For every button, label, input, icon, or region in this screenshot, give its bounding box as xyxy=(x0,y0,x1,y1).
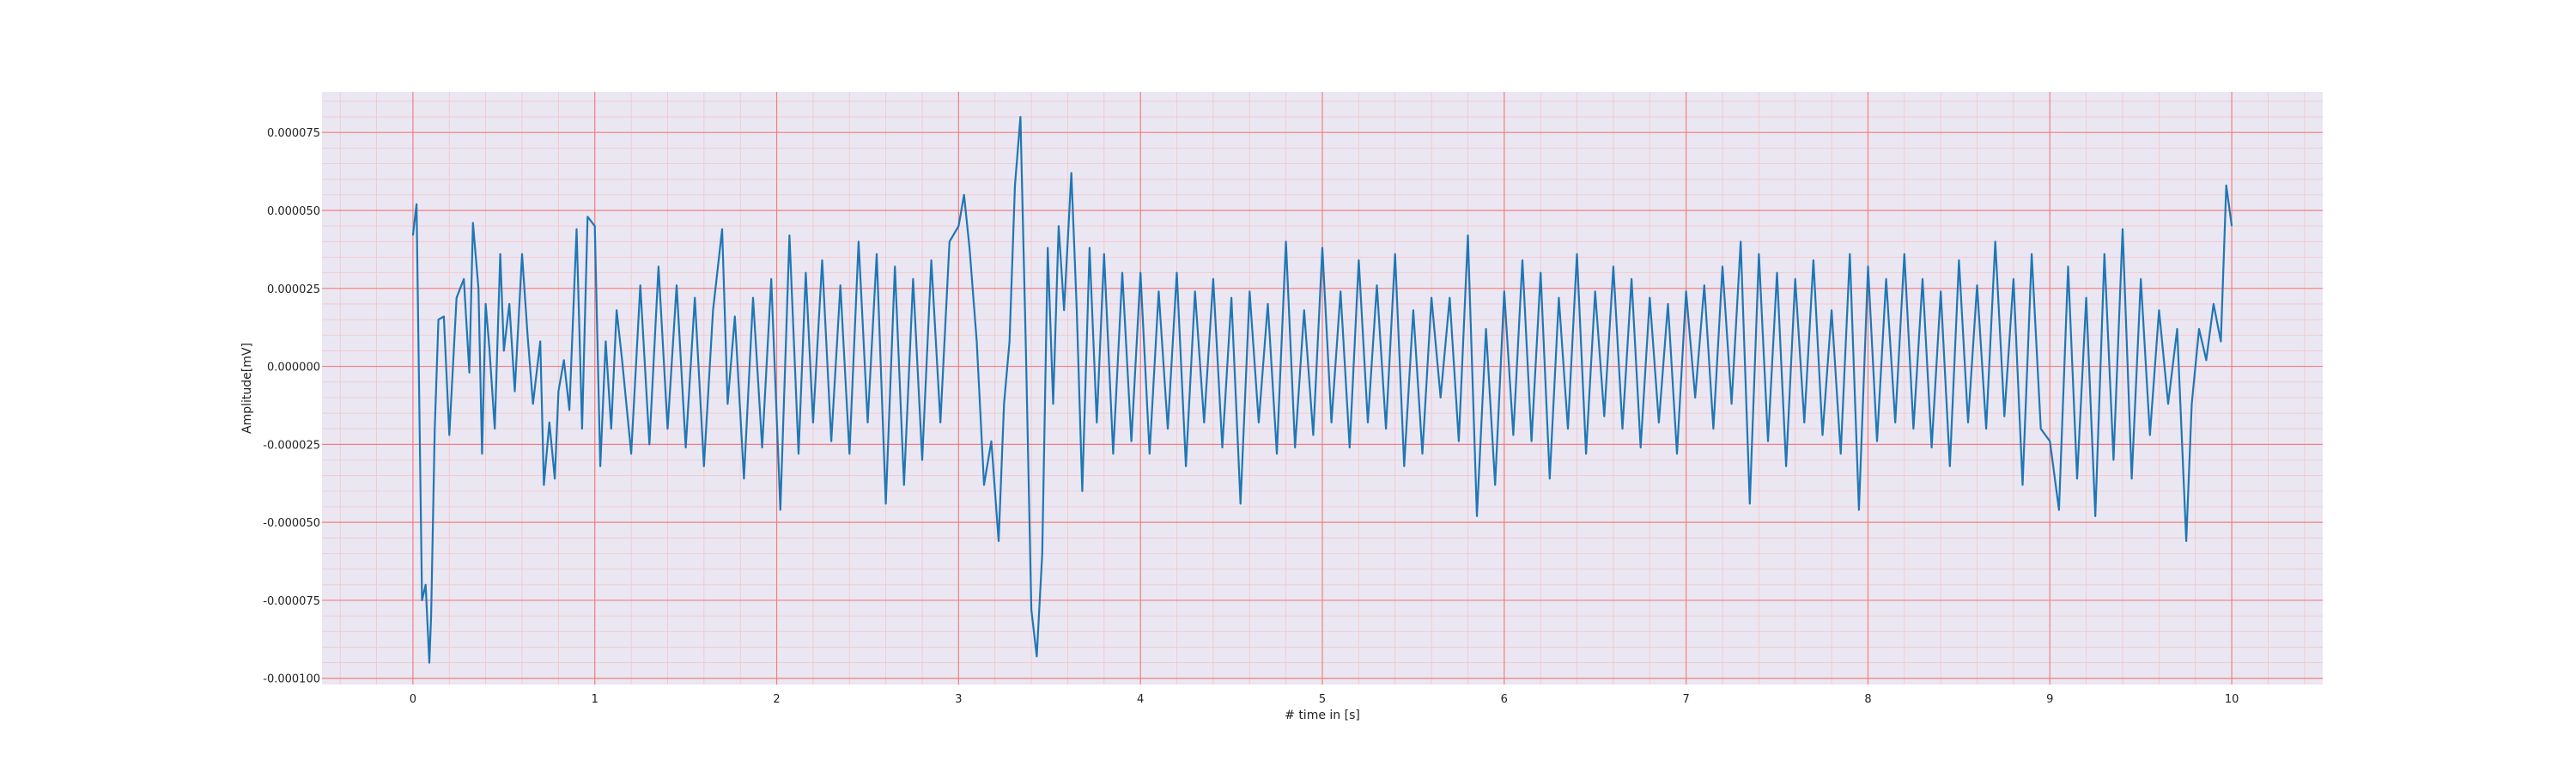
signal-line xyxy=(411,116,2233,664)
x-tick-label: 10 xyxy=(2225,693,2239,706)
y-tick-label: 0.000075 xyxy=(267,127,320,140)
x-tick-label: 4 xyxy=(1137,693,1144,706)
y-tick-label: 0.000000 xyxy=(267,362,320,374)
x-tick-label: 9 xyxy=(2046,693,2053,706)
x-tick-label: 2 xyxy=(773,693,780,706)
x-axis-title: # time in [s] xyxy=(1285,709,1360,722)
x-tick-label: 1 xyxy=(592,693,598,706)
y-tick-label: -0.000025 xyxy=(263,439,320,452)
x-tick-label: 6 xyxy=(1501,693,1508,706)
x-tick-label: 7 xyxy=(1682,693,1689,706)
y-tick-label: 0.000025 xyxy=(267,283,320,296)
y-tick-label: -0.000050 xyxy=(263,517,320,530)
y-tick-label: 0.000050 xyxy=(267,205,320,218)
x-tick-label: 5 xyxy=(1319,693,1326,706)
x-axis-ticks: 0 1 2 3 4 5 6 7 8 9 10 xyxy=(410,693,2239,706)
y-axis-ticks: -0.000100 -0.000075 -0.000050 -0.000025 0.00… xyxy=(263,127,320,686)
x-tick-label: 8 xyxy=(1864,693,1871,706)
y-axis-title: Amplitude[mV] xyxy=(240,343,254,434)
y-tick-label: -0.000100 xyxy=(263,673,320,686)
x-tick-label: 0 xyxy=(410,693,416,706)
x-tick-label: 3 xyxy=(955,693,962,706)
y-tick-label: -0.000075 xyxy=(263,595,320,608)
